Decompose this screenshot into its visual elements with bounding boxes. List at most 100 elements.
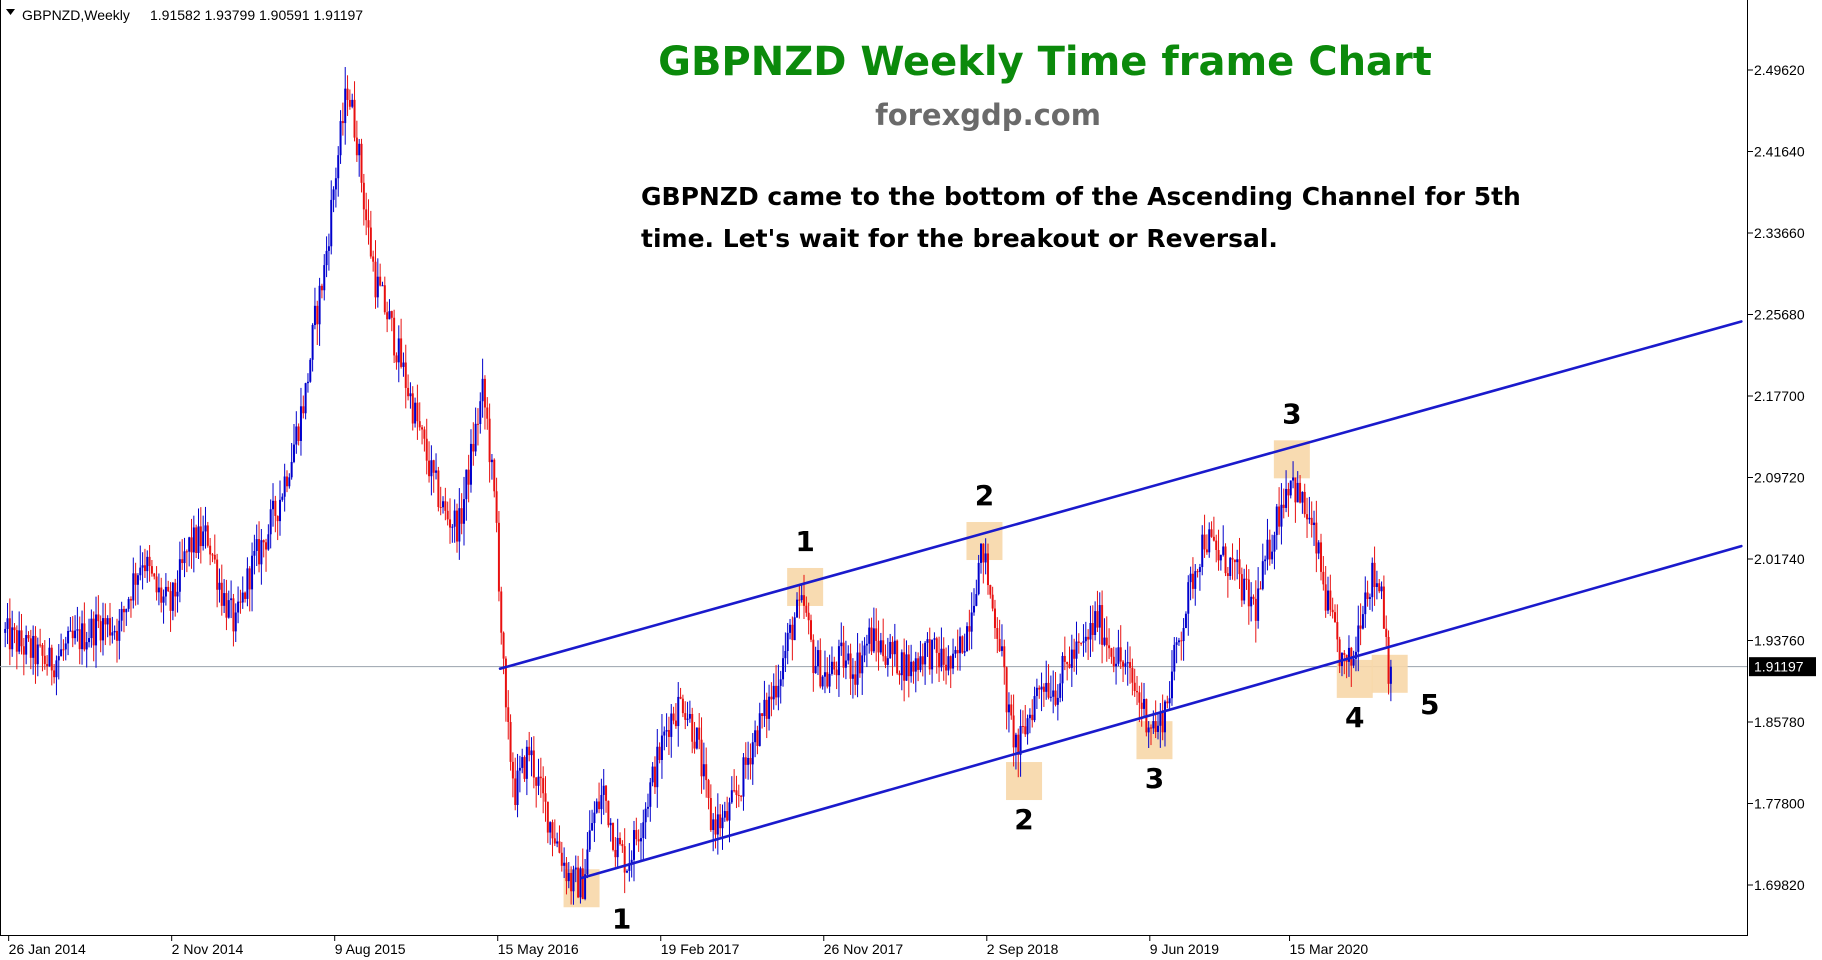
candle [821,675,824,690]
candle [1320,533,1323,581]
candle [986,543,989,595]
candle [837,639,840,697]
y-tick-label: 2.01740 [1754,551,1805,567]
candle [1026,714,1029,745]
candle [1268,529,1271,566]
candle [267,524,270,551]
candle [381,281,384,287]
candle [327,233,330,271]
candle [1231,543,1234,580]
candle [297,423,300,446]
candle [1154,700,1157,739]
candle [1333,604,1336,623]
candle [1042,683,1045,707]
candle [1198,563,1201,591]
candle [220,564,223,616]
candle [588,810,591,853]
candle [653,756,656,794]
candle [528,731,531,762]
candle [765,692,768,739]
candle [281,493,284,502]
candle [1364,576,1367,628]
candle [525,740,528,796]
candle [1266,518,1269,571]
candle [318,277,321,346]
candle [337,146,340,197]
candle [530,737,533,777]
x-axis: 26 Jan 2014 2 Nov 2014 9 Aug 2015 15 May 20… [8,935,1368,957]
candle [458,488,461,560]
candle [1287,482,1290,517]
candle [966,622,969,652]
candle [230,580,233,619]
ascending-channel[interactable] [498,320,1743,880]
candle [274,495,277,533]
candle [346,75,349,116]
candle [758,702,761,747]
candle [432,459,435,493]
candle [1236,549,1239,580]
candle [740,795,743,802]
candle [798,585,801,619]
candle [663,726,666,751]
candle [1098,592,1101,645]
candle [1087,629,1090,660]
candle [1315,500,1318,573]
candle [365,192,368,236]
channel-line-lower[interactable] [580,544,1743,880]
candle [756,725,759,755]
candle [544,776,547,822]
candle [41,642,44,672]
candle [1222,525,1225,557]
candle [518,755,521,793]
candle [1191,557,1194,599]
candle [1159,703,1162,748]
x-tick-label: 2 Nov 2014 [172,941,244,957]
y-tick-label: 1.77800 [1754,796,1805,812]
candle [952,638,955,675]
candle [64,636,67,661]
candle [949,655,952,689]
candle [376,258,379,308]
candle [1131,658,1134,696]
candle [1347,635,1350,677]
candle [248,566,251,612]
candle [1184,611,1187,629]
candle [695,727,698,750]
candle [567,862,570,889]
candle [153,572,156,580]
candle [1119,625,1122,669]
channel-line-upper[interactable] [498,320,1743,670]
candle [169,582,172,632]
candle [206,521,209,548]
candle [309,358,312,383]
candle [816,640,819,676]
candle [344,67,347,145]
candle [402,352,405,377]
candle [924,641,927,685]
candle [53,663,56,684]
annotation-line-1: GBPNZD came to the bottom of the Ascendi… [641,182,1521,211]
candle [581,848,584,900]
candle [178,541,181,603]
candle [523,755,526,782]
candle [1343,650,1346,675]
candle [97,595,100,629]
candle [1054,672,1057,707]
candle [516,753,519,818]
candle [1313,510,1316,546]
candle [761,713,764,729]
candle [591,809,594,831]
candle [667,716,670,756]
candle [686,701,689,727]
candle [1280,483,1283,545]
candle [1003,639,1006,685]
dropdown-triangle-icon[interactable] [6,9,15,15]
candle [560,841,563,872]
candle [442,496,445,514]
candle [1278,487,1281,535]
candle [1217,529,1220,571]
candle [288,473,291,489]
candle [602,769,605,815]
